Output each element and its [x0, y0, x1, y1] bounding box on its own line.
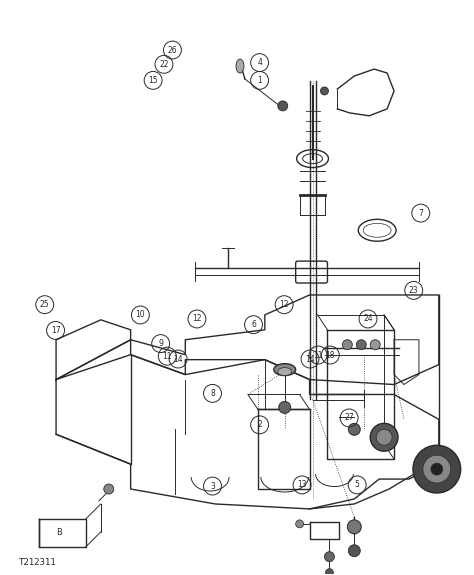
Circle shape: [376, 430, 392, 445]
Text: 4: 4: [257, 58, 262, 67]
Circle shape: [279, 401, 291, 413]
Text: 24: 24: [363, 315, 373, 324]
Ellipse shape: [236, 59, 244, 73]
Circle shape: [326, 569, 333, 575]
Text: 3: 3: [210, 481, 215, 490]
Text: 18: 18: [326, 351, 335, 359]
Text: 22: 22: [159, 60, 169, 69]
Text: 8: 8: [210, 389, 215, 398]
Ellipse shape: [278, 367, 292, 375]
Circle shape: [423, 455, 451, 483]
Text: 17: 17: [51, 326, 60, 335]
Text: T212311: T212311: [19, 558, 57, 566]
Ellipse shape: [274, 363, 296, 375]
Text: 2: 2: [257, 420, 262, 430]
Text: 11: 11: [163, 352, 172, 361]
Text: 27: 27: [344, 413, 354, 423]
Text: 5: 5: [355, 481, 360, 489]
Text: 12: 12: [192, 315, 202, 324]
Text: 26: 26: [168, 45, 177, 55]
Text: 14: 14: [305, 355, 315, 363]
Text: 1: 1: [257, 76, 262, 85]
Text: 7: 7: [419, 209, 423, 217]
Circle shape: [413, 445, 461, 493]
Circle shape: [342, 340, 352, 350]
Circle shape: [325, 552, 335, 562]
Circle shape: [296, 520, 304, 528]
Circle shape: [370, 340, 380, 350]
Circle shape: [370, 423, 398, 451]
Circle shape: [356, 340, 366, 350]
Circle shape: [347, 520, 361, 534]
Text: B: B: [56, 528, 62, 537]
Text: 11: 11: [313, 351, 323, 359]
Circle shape: [348, 545, 360, 557]
Text: 13: 13: [297, 481, 307, 489]
Text: 14: 14: [173, 355, 183, 363]
Circle shape: [348, 423, 360, 435]
Text: 12: 12: [279, 300, 289, 309]
Circle shape: [431, 463, 443, 475]
Circle shape: [320, 87, 328, 95]
Text: 6: 6: [251, 320, 256, 329]
Text: 9: 9: [158, 339, 163, 348]
Text: 23: 23: [409, 286, 419, 295]
Text: 25: 25: [40, 300, 50, 309]
Text: 15: 15: [148, 76, 158, 85]
Circle shape: [278, 101, 288, 111]
Text: 10: 10: [136, 310, 145, 320]
Circle shape: [104, 484, 114, 494]
